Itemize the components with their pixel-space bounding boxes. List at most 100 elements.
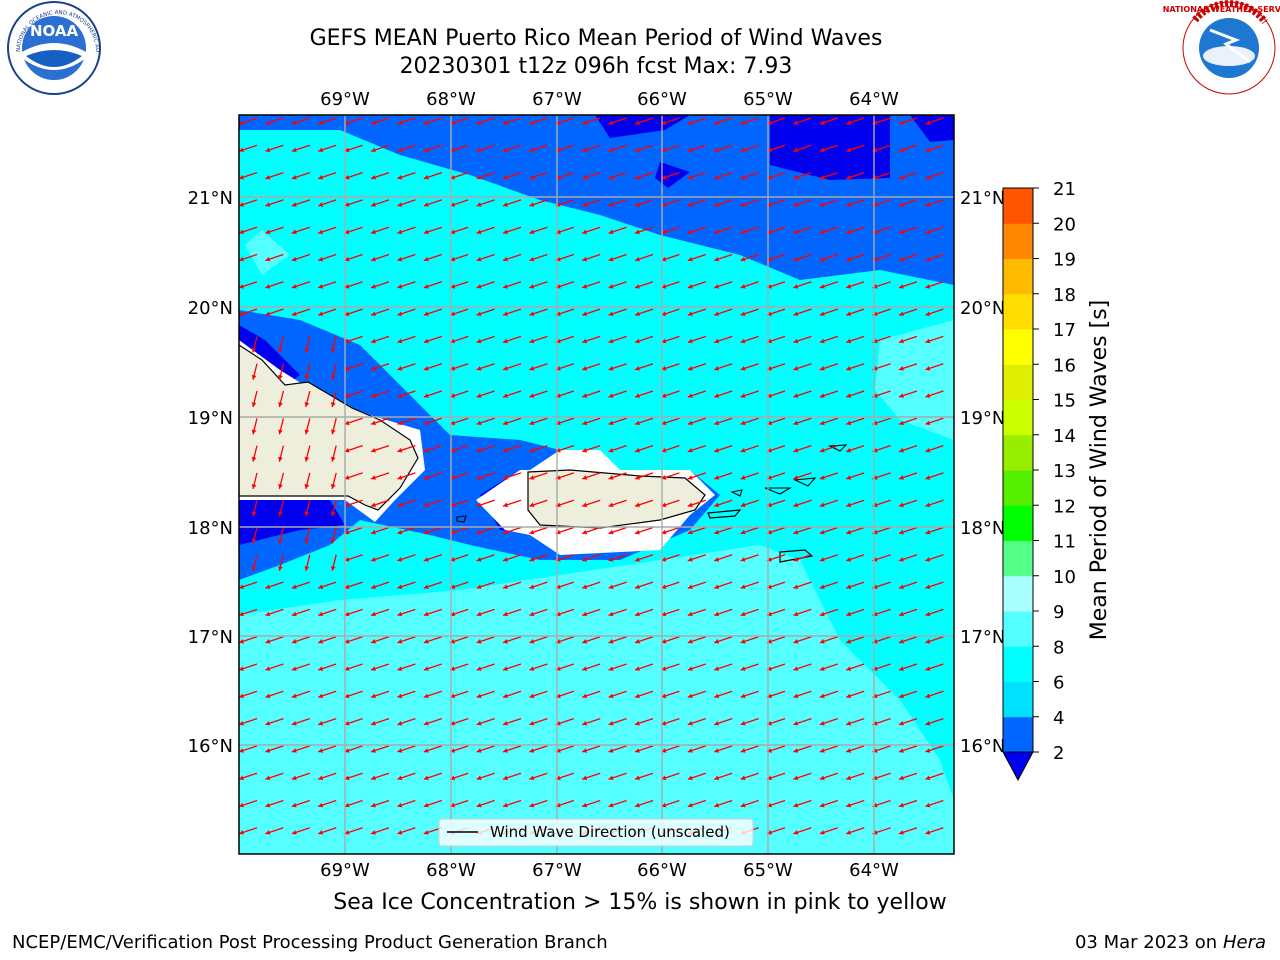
wind-arrow-head <box>344 229 350 235</box>
wind-arrow-head <box>476 284 482 289</box>
wind-arrow-head <box>291 256 297 262</box>
wind-arrow-head <box>529 502 535 508</box>
wind-arrow-head <box>318 639 324 644</box>
wind-arrow-head <box>397 475 403 480</box>
wind-arrow-head <box>582 475 588 480</box>
wind-arrow-head <box>740 256 746 262</box>
wind-arrow-head <box>265 802 271 808</box>
wind-arrow-head <box>291 174 297 180</box>
wind-arrow-head <box>793 529 799 535</box>
wind-arrow-head <box>635 748 640 753</box>
wind-arrow-head <box>251 456 257 462</box>
colorbar-tick-label: 13 <box>1053 461 1076 482</box>
lat-label-right: 19°N <box>960 408 1005 429</box>
wind-arrow-head <box>318 311 324 316</box>
wind-arrow-head <box>635 366 640 371</box>
wind-arrow-head <box>899 447 904 453</box>
wind-arrow-head <box>714 174 720 180</box>
wind-arrow-head <box>278 456 283 462</box>
wind-arrow-head <box>304 538 310 544</box>
wind-arrow-head <box>371 202 376 207</box>
wind-arrow-head <box>714 639 720 644</box>
wind-arrow-head <box>371 447 376 453</box>
wind-arrow-head <box>476 311 482 316</box>
wind-arrow-head <box>265 693 271 699</box>
wind-arrow-head <box>397 420 403 426</box>
chart-subtitle: 20230301 t12z 096h fcst Max: 7.93 <box>399 54 793 79</box>
wind-arrow-head <box>344 120 350 125</box>
wind-arrow-head <box>582 447 588 453</box>
wind-arrow-head <box>318 720 324 726</box>
wind-arrow-head <box>344 693 350 699</box>
colorbar-tick-label: 10 <box>1053 567 1076 588</box>
wind-arrow-head <box>239 693 244 699</box>
wind-arrow-head <box>529 775 535 781</box>
wind-arrow-head <box>503 529 508 535</box>
wind-arrow-head <box>344 420 350 426</box>
wind-arrow-head <box>740 366 746 371</box>
host-name: Hera <box>1222 932 1266 953</box>
wind-arrow-head <box>239 284 244 289</box>
wind-arrow-head <box>291 720 297 726</box>
wind-arrow-head <box>476 639 482 644</box>
wind-arrow-head <box>582 748 588 753</box>
colorbar-swatch <box>1003 716 1033 753</box>
wind-arrow-head <box>819 748 825 753</box>
wind-arrow-head <box>371 639 376 644</box>
wind-arrow-head <box>371 720 376 726</box>
wind-arrow-head <box>582 229 588 235</box>
wind-arrow-head <box>318 748 324 753</box>
wind-arrow-head <box>476 693 482 699</box>
wind-arrow-head <box>239 830 244 835</box>
wind-arrow-head <box>740 174 746 180</box>
wind-arrow-head <box>476 447 482 453</box>
wind-arrow-head <box>582 584 588 589</box>
wind-arrow-head <box>899 502 904 508</box>
wind-arrow-head <box>503 639 508 644</box>
wind-arrow-head <box>423 557 429 562</box>
lon-label-top: 66°W <box>637 89 687 110</box>
colorbar-swatch <box>1003 399 1033 436</box>
wind-arrow-head <box>714 338 720 344</box>
wind-arrow-head <box>635 693 640 699</box>
lon-label-bottom: 64°W <box>849 860 899 881</box>
colorbar-swatch <box>1003 223 1033 259</box>
wind-arrow-head <box>278 429 283 435</box>
wind-arrow-head <box>819 202 825 207</box>
wind-arrow-head <box>925 611 931 617</box>
wind-arrow-head <box>397 338 403 344</box>
wind-arrow-head <box>687 420 693 426</box>
wind-arrow-head <box>793 584 799 589</box>
wind-arrow-head <box>371 174 376 180</box>
wind-arrow-head <box>265 256 271 262</box>
lat-label-right: 20°N <box>960 298 1005 319</box>
wind-arrow-head <box>635 284 640 289</box>
wind-arrow-head <box>687 557 693 562</box>
wind-arrow-head <box>608 393 614 398</box>
wind-arrow-head <box>819 611 825 617</box>
wind-arrow-head <box>503 775 508 781</box>
wind-arrow-head <box>503 802 508 808</box>
wind-arrow-head <box>899 147 904 153</box>
wind-arrow-head <box>635 338 640 344</box>
wind-arrow-head <box>925 666 931 671</box>
wind-arrow-head <box>251 484 257 489</box>
wind-arrow-head <box>344 147 350 153</box>
wind-arrow-head <box>899 366 904 371</box>
wind-arrow-head <box>635 611 640 617</box>
wind-arrow-head <box>925 802 931 808</box>
wind-arrow-head <box>423 147 429 153</box>
wind-arrow-head <box>265 174 271 180</box>
wind-arrow-head <box>344 284 350 289</box>
wind-arrow-head <box>793 748 799 753</box>
wind-arrow-head <box>265 584 271 589</box>
wind-arrow-head <box>239 202 244 207</box>
wind-arrow-head <box>278 347 283 353</box>
wind-arrow-head <box>740 120 746 125</box>
wind-arrow-head <box>819 830 825 835</box>
wind-arrow-head <box>899 393 904 398</box>
wind-arrow-head <box>608 447 614 453</box>
wind-arrow-head <box>687 611 693 617</box>
wind-arrow-head <box>714 584 720 589</box>
